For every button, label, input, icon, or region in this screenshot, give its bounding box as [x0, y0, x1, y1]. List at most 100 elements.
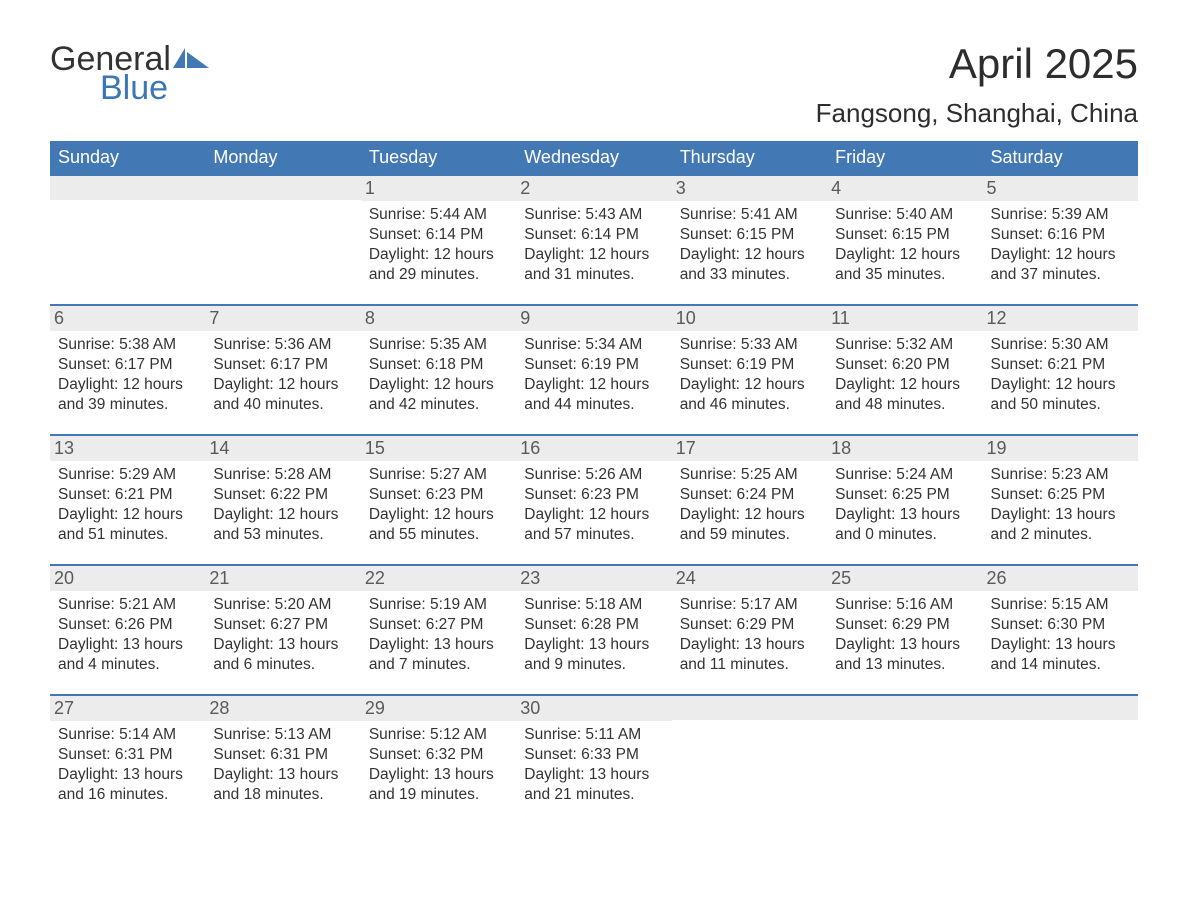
sunrise-text: Sunrise: 5:12 AM — [369, 725, 508, 745]
sunset-text: Sunset: 6:15 PM — [835, 225, 974, 245]
daylight-text: Daylight: 13 hours and 18 minutes. — [213, 765, 352, 805]
day-cell: 8Sunrise: 5:35 AMSunset: 6:18 PMDaylight… — [361, 306, 516, 434]
sunset-text: Sunset: 6:25 PM — [991, 485, 1130, 505]
sunset-text: Sunset: 6:33 PM — [524, 745, 663, 765]
day-info: Sunrise: 5:33 AMSunset: 6:19 PMDaylight:… — [680, 335, 819, 416]
sunset-text: Sunset: 6:23 PM — [524, 485, 663, 505]
sunrise-text: Sunrise: 5:16 AM — [835, 595, 974, 615]
daylight-text: Daylight: 12 hours and 40 minutes. — [213, 375, 352, 415]
day-number: 28 — [205, 696, 360, 721]
sunset-text: Sunset: 6:24 PM — [680, 485, 819, 505]
week-row: 6Sunrise: 5:38 AMSunset: 6:17 PMDaylight… — [50, 304, 1138, 434]
day-number: 16 — [516, 436, 671, 461]
day-cell: 16 Sunrise: 5:26 AMSunset: 6:23 PMDayligh… — [516, 436, 671, 564]
day-header: Friday — [827, 141, 982, 174]
day-number: 19 — [983, 436, 1138, 461]
day-number — [50, 176, 205, 200]
sunrise-text: Sunrise: 5:15 AM — [991, 595, 1130, 615]
sunset-text: Sunset: 6:29 PM — [680, 615, 819, 635]
day-info: Sunrise: 5:25 AMSunset: 6:24 PMDaylight:… — [680, 465, 819, 546]
day-info: Sunrise: 5:41 AMSunset: 6:15 PMDaylight:… — [680, 205, 819, 286]
day-cell: 22 Sunrise: 5:19 AMSunset: 6:27 PMDayligh… — [361, 566, 516, 694]
sunrise-text: Sunrise: 5:39 AM — [991, 205, 1130, 225]
week-row: 1Sunrise: 5:44 AMSunset: 6:14 PMDaylight… — [50, 174, 1138, 304]
day-info: Sunrise: 5:38 AMSunset: 6:17 PMDaylight:… — [58, 335, 197, 416]
sunset-text: Sunset: 6:27 PM — [213, 615, 352, 635]
sunset-text: Sunset: 6:28 PM — [524, 615, 663, 635]
day-number: 30 — [516, 696, 671, 721]
day-number: 29 — [361, 696, 516, 721]
day-number — [983, 696, 1138, 720]
day-cell: 15Sunrise: 5:27 AMSunset: 6:23 PMDayligh… — [361, 436, 516, 564]
sunrise-text: Sunrise: 5:27 AM — [369, 465, 508, 485]
day-cell: 1Sunrise: 5:44 AMSunset: 6:14 PMDaylight… — [361, 176, 516, 304]
week-row: 27Sunrise: 5:14 AMSunset: 6:31 PMDayligh… — [50, 694, 1138, 824]
sunset-text: Sunset: 6:15 PM — [680, 225, 819, 245]
day-number: 5 — [983, 176, 1138, 201]
day-header: Saturday — [983, 141, 1138, 174]
logo-text-blue: Blue — [100, 69, 168, 108]
daylight-text: Daylight: 12 hours and 51 minutes. — [58, 505, 197, 545]
sunset-text: Sunset: 6:29 PM — [835, 615, 974, 635]
day-number: 6 — [50, 306, 205, 331]
day-info: Sunrise: 5:32 AMSunset: 6:20 PMDaylight:… — [835, 335, 974, 416]
day-info: Sunrise: 5:21 AMSunset: 6:26 PMDaylight:… — [58, 595, 197, 676]
day-number: 21 — [205, 566, 360, 591]
daylight-text: Daylight: 12 hours and 59 minutes. — [680, 505, 819, 545]
day-cell — [672, 696, 827, 824]
day-number: 12 — [983, 306, 1138, 331]
day-header-row: SundayMondayTuesdayWednesdayThursdayFrid… — [50, 141, 1138, 174]
sunset-text: Sunset: 6:31 PM — [58, 745, 197, 765]
logo: General Blue — [50, 40, 211, 108]
sunset-text: Sunset: 6:21 PM — [58, 485, 197, 505]
day-cell: 12Sunrise: 5:30 AMSunset: 6:21 PMDayligh… — [983, 306, 1138, 434]
day-info: Sunrise: 5:23 AMSunset: 6:25 PMDaylight:… — [991, 465, 1130, 546]
day-number: 23 — [516, 566, 671, 591]
sunset-text: Sunset: 6:17 PM — [213, 355, 352, 375]
daylight-text: Daylight: 13 hours and 21 minutes. — [524, 765, 663, 805]
sunset-text: Sunset: 6:23 PM — [369, 485, 508, 505]
day-info: Sunrise: 5:11 AMSunset: 6:33 PMDaylight:… — [524, 725, 663, 806]
day-number: 24 — [672, 566, 827, 591]
sunrise-text: Sunrise: 5:36 AM — [213, 335, 352, 355]
day-number: 15 — [361, 436, 516, 461]
day-header: Thursday — [672, 141, 827, 174]
sunset-text: Sunset: 6:19 PM — [524, 355, 663, 375]
sunrise-text: Sunrise: 5:25 AM — [680, 465, 819, 485]
location-label: Fangsong, Shanghai, China — [816, 98, 1138, 129]
day-cell: 25Sunrise: 5:16 AMSunset: 6:29 PMDayligh… — [827, 566, 982, 694]
daylight-text: Daylight: 13 hours and 19 minutes. — [369, 765, 508, 805]
day-number: 4 — [827, 176, 982, 201]
day-cell: 4Sunrise: 5:40 AMSunset: 6:15 PMDaylight… — [827, 176, 982, 304]
day-info: Sunrise: 5:20 AMSunset: 6:27 PMDaylight:… — [213, 595, 352, 676]
sunset-text: Sunset: 6:31 PM — [213, 745, 352, 765]
daylight-text: Daylight: 12 hours and 50 minutes. — [991, 375, 1130, 415]
day-number: 27 — [50, 696, 205, 721]
day-info: Sunrise: 5:18 AMSunset: 6:28 PMDaylight:… — [524, 595, 663, 676]
sunrise-text: Sunrise: 5:14 AM — [58, 725, 197, 745]
day-info: Sunrise: 5:34 AMSunset: 6:19 PMDaylight:… — [524, 335, 663, 416]
day-cell — [983, 696, 1138, 824]
day-cell: 13Sunrise: 5:29 AMSunset: 6:21 PMDayligh… — [50, 436, 205, 564]
day-header: Wednesday — [516, 141, 671, 174]
day-number — [205, 176, 360, 200]
day-info: Sunrise: 5:19 AMSunset: 6:27 PMDaylight:… — [369, 595, 508, 676]
sunrise-text: Sunrise: 5:38 AM — [58, 335, 197, 355]
daylight-text: Daylight: 12 hours and 57 minutes. — [524, 505, 663, 545]
sunset-text: Sunset: 6:27 PM — [369, 615, 508, 635]
sunrise-text: Sunrise: 5:30 AM — [991, 335, 1130, 355]
day-number: 22 — [361, 566, 516, 591]
sunrise-text: Sunrise: 5:44 AM — [369, 205, 508, 225]
day-info: Sunrise: 5:35 AMSunset: 6:18 PMDaylight:… — [369, 335, 508, 416]
day-cell: 27Sunrise: 5:14 AMSunset: 6:31 PMDayligh… — [50, 696, 205, 824]
day-number: 26 — [983, 566, 1138, 591]
day-cell — [827, 696, 982, 824]
week-row: 20Sunrise: 5:21 AMSunset: 6:26 PMDayligh… — [50, 564, 1138, 694]
day-info: Sunrise: 5:15 AMSunset: 6:30 PMDaylight:… — [991, 595, 1130, 676]
day-info: Sunrise: 5:26 AMSunset: 6:23 PMDaylight:… — [524, 465, 663, 546]
daylight-text: Daylight: 13 hours and 7 minutes. — [369, 635, 508, 675]
sunset-text: Sunset: 6:32 PM — [369, 745, 508, 765]
day-cell — [205, 176, 360, 304]
daylight-text: Daylight: 12 hours and 39 minutes. — [58, 375, 197, 415]
day-cell: 2Sunrise: 5:43 AMSunset: 6:14 PMDaylight… — [516, 176, 671, 304]
